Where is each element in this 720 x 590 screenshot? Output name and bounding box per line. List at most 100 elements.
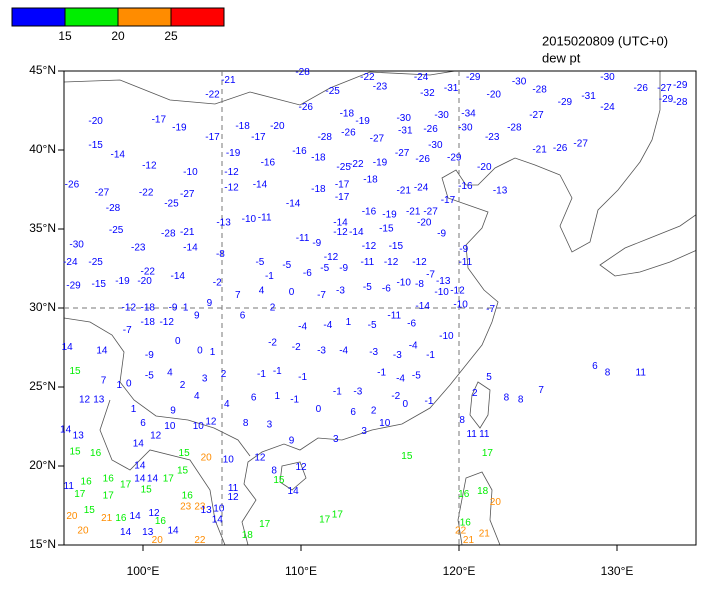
station-value: 17 xyxy=(74,489,86,500)
station-value: -25 xyxy=(109,225,124,236)
station-value: -29 xyxy=(558,97,573,108)
station-value: -19 xyxy=(355,116,370,127)
station-value: -5 xyxy=(145,371,154,382)
station-value: -21 xyxy=(396,186,411,197)
station-value: -17 xyxy=(152,115,167,126)
station-value: -30 xyxy=(600,72,615,83)
coastline xyxy=(559,71,661,253)
y-tick-label: 30°N xyxy=(29,300,56,314)
station-value: -1 xyxy=(377,367,386,378)
station-value: -5 xyxy=(363,282,372,293)
station-value: -24 xyxy=(414,183,429,194)
station-value: -20 xyxy=(88,116,103,127)
station-value: -1 xyxy=(333,386,342,397)
station-value: 12 xyxy=(150,431,162,442)
station-value: -23 xyxy=(373,81,388,92)
station-value: 16 xyxy=(81,476,93,487)
station-value: 1 xyxy=(131,404,137,415)
station-value: -14 xyxy=(171,271,186,282)
station-value: -12 xyxy=(362,241,377,252)
station-value: -12 xyxy=(142,160,157,171)
station-value: 20 xyxy=(490,497,502,508)
station-value: 23 xyxy=(180,502,192,513)
station-value: -28 xyxy=(317,132,332,143)
island xyxy=(469,381,491,429)
station-value: 17 xyxy=(259,519,271,530)
station-value: 2 xyxy=(221,369,227,380)
station-value: -2 xyxy=(292,342,301,353)
station-value: 2 xyxy=(180,380,186,391)
station-value: -3 xyxy=(393,350,402,361)
station-value: 0 xyxy=(402,399,408,410)
station-value: 11 xyxy=(228,483,239,494)
station-value: 12 xyxy=(205,416,217,427)
station-value: -9 xyxy=(339,263,348,274)
station-value: 2 xyxy=(270,303,276,314)
station-value: 14 xyxy=(134,461,146,472)
station-value: -30 xyxy=(396,113,411,124)
station-value: -17 xyxy=(335,179,350,190)
station-value: -11 xyxy=(296,233,310,244)
station-value: 12 xyxy=(254,453,266,464)
station-value: -5 xyxy=(320,263,329,274)
station-value: -13 xyxy=(436,276,451,287)
station-value: -15 xyxy=(88,140,103,151)
station-value: -26 xyxy=(65,179,80,190)
station-value: 6 xyxy=(240,311,246,322)
station-value: -16 xyxy=(292,146,307,157)
station-value: -16 xyxy=(362,206,377,217)
station-value: -10 xyxy=(396,277,411,288)
colorbar-box xyxy=(64,7,119,27)
station-value: 6 xyxy=(350,407,356,418)
border xyxy=(99,399,226,545)
station-value: -27 xyxy=(657,83,672,94)
station-value: 14 xyxy=(167,525,179,536)
y-tick-label: 25°N xyxy=(29,379,56,393)
station-value: -19 xyxy=(226,148,241,159)
station-value: -7 xyxy=(426,269,435,280)
station-value: 8 xyxy=(605,367,611,378)
station-value: 14 xyxy=(120,527,132,538)
station-value: -14 xyxy=(110,149,125,160)
station-value: 17 xyxy=(319,514,331,525)
station-value: 7 xyxy=(101,375,107,386)
station-value: -20 xyxy=(417,217,432,228)
station-value: -28 xyxy=(295,67,310,78)
station-value: 11 xyxy=(64,481,75,492)
station-value: 16 xyxy=(155,516,167,527)
station-value: 17 xyxy=(482,448,494,459)
station-value: -14 xyxy=(183,243,198,254)
station-value: -22 xyxy=(349,159,364,170)
station-value: -14 xyxy=(415,301,430,312)
station-value: -18 xyxy=(235,121,250,132)
station-value: -18 xyxy=(311,184,326,195)
subtitle: dew pt xyxy=(542,50,581,65)
station-value: 9 xyxy=(194,311,200,322)
colorbar-box xyxy=(11,7,66,27)
station-value: 0 xyxy=(316,404,322,415)
station-value: 10 xyxy=(213,503,225,514)
station-value: 14 xyxy=(288,486,300,497)
station-value: -4 xyxy=(323,320,332,331)
station-value: -31 xyxy=(581,91,596,102)
station-value: -14 xyxy=(286,198,301,209)
station-value: -21 xyxy=(180,227,195,238)
x-tick-label: 110°E xyxy=(285,564,317,578)
station-value: -30 xyxy=(428,140,443,151)
station-value: 10 xyxy=(379,418,391,429)
station-value: 16 xyxy=(90,448,102,459)
station-value: -14 xyxy=(253,179,268,190)
station-value: -24 xyxy=(63,257,78,268)
station-value: -30 xyxy=(512,77,527,88)
station-value: -11 xyxy=(258,213,272,224)
station-value: -7 xyxy=(317,290,326,301)
station-value: -15 xyxy=(92,279,107,290)
station-value: 15 xyxy=(141,484,153,495)
station-value: 17 xyxy=(120,480,132,491)
station-value: 17 xyxy=(163,473,175,484)
station-value: 12 xyxy=(295,462,307,473)
station-value: -18 xyxy=(141,317,156,328)
y-tick-label: 15°N xyxy=(29,537,56,551)
station-value: 12 xyxy=(79,394,91,405)
station-value: 14 xyxy=(60,424,72,435)
